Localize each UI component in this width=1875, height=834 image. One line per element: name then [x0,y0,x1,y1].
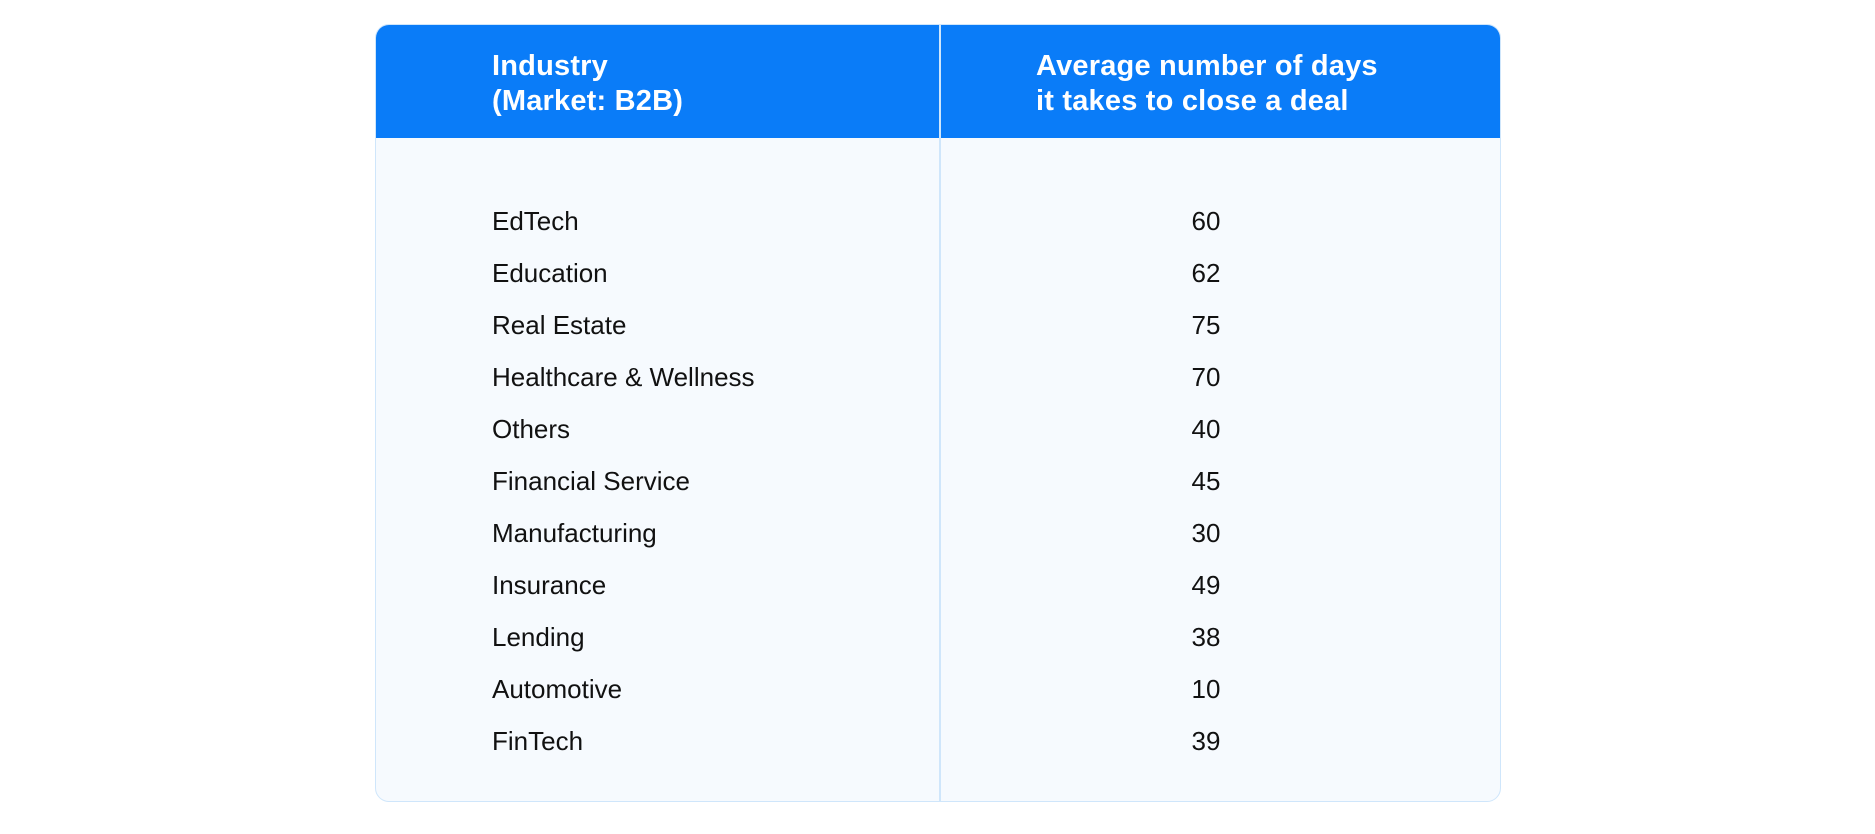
table-row: Education 62 [376,258,1500,310]
header-days-line-1: Average number of days [1036,50,1378,82]
header-industry-line-2: (Market: B2B) [492,85,684,117]
industry-cell: FinTech [492,726,584,756]
days-cell: 38 [1191,622,1221,652]
industry-cell: EdTech [492,206,579,236]
table-header: Industry (Market: B2B) Average number of… [376,25,1500,138]
industry-cell: Others [492,414,571,444]
days-cell: 49 [1191,570,1221,600]
days-cell: 39 [1191,726,1221,756]
column-divider [939,25,941,801]
table-body: EdTech 60 Education 62 Real Estate 75 Healthca… [376,206,1500,778]
industry-cell: Automotive [492,674,623,704]
industry-cell: Real Estate [492,310,627,340]
table-row: Lending 38 [376,622,1500,674]
industry-cell: Education [492,258,608,288]
days-cell: 45 [1191,466,1221,496]
industry-cell: Insurance [492,570,607,600]
table-row: Automotive 10 [376,674,1500,726]
industry-cell: Financial Service [492,466,690,496]
industry-cell: Lending [492,622,585,652]
table-row: FinTech 39 [376,726,1500,778]
days-cell: 75 [1191,310,1221,340]
days-cell: 62 [1191,258,1221,288]
table-row: Financial Service 45 [376,466,1500,518]
days-cell: 70 [1191,362,1221,392]
table-row: Others 40 [376,414,1500,466]
industry-cell: Manufacturing [492,518,657,548]
table-row: Insurance 49 [376,570,1500,622]
days-cell: 30 [1191,518,1221,548]
industry-cell: Healthcare & Wellness [492,362,755,392]
table-row: Healthcare & Wellness 70 [376,362,1500,414]
header-industry-line-1: Industry [492,50,608,82]
days-cell: 40 [1191,414,1221,444]
days-cell: 60 [1191,206,1221,236]
table-row: Real Estate 75 [376,310,1500,362]
header-industry: Industry (Market: B2B) [492,49,683,119]
header-days-line-2: it takes to close a deal [1036,85,1349,117]
table-row: Manufacturing 30 [376,518,1500,570]
table-row: EdTech 60 [376,206,1500,258]
data-table: Industry (Market: B2B) Average number of… [375,24,1501,802]
header-days: Average number of days it takes to close… [1036,49,1378,119]
days-cell: 10 [1191,674,1221,704]
